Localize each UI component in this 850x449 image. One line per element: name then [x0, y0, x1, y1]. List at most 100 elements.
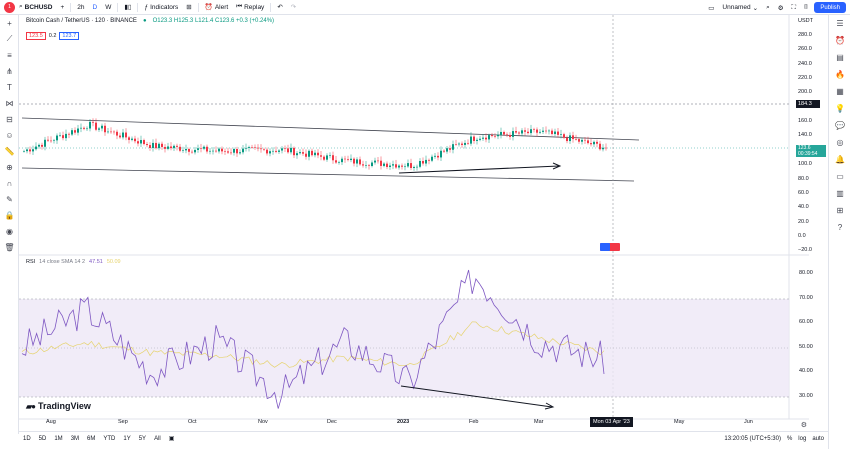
help-icon[interactable]: ?	[837, 223, 843, 232]
ideas-icon[interactable]: 💡	[835, 104, 845, 113]
candle-body	[494, 136, 496, 137]
candle-body	[173, 145, 175, 149]
fullscreen-button[interactable]: ⛶	[788, 0, 801, 15]
candle-body	[554, 131, 556, 135]
divider	[270, 2, 272, 12]
horizontal-lines-icon[interactable]: ≡	[7, 50, 12, 60]
order-panel-icon[interactable]: ▭	[836, 172, 844, 181]
candle-body	[485, 137, 487, 140]
candle-body	[545, 130, 547, 132]
add-symbol-button[interactable]: +	[56, 0, 68, 15]
candle-body	[500, 131, 502, 135]
candle-body	[398, 165, 400, 168]
candle-body	[335, 160, 337, 163]
interval-w-button[interactable]: W	[105, 3, 112, 11]
trash-icon[interactable]: 🗑	[4, 242, 15, 252]
range-5y-button[interactable]: 5Y	[138, 435, 147, 442]
log-toggle[interactable]: log	[798, 436, 807, 442]
redo-button[interactable]: ↷	[287, 0, 300, 15]
clock-label[interactable]: 13:20:05 (UTC+5:30)	[724, 436, 781, 442]
user-avatar[interactable]: 1	[4, 1, 15, 13]
date-range-icon[interactable]: ▣	[168, 436, 175, 442]
alarm-icon: ⏰	[204, 4, 213, 11]
replay-button[interactable]: ⏮ Replay	[232, 0, 268, 15]
candle-body	[152, 142, 154, 148]
candle-body	[215, 150, 217, 152]
streams-icon[interactable]: ◎	[836, 138, 844, 147]
ruler-icon[interactable]: 📏	[4, 146, 15, 156]
candle-body	[32, 149, 34, 152]
chart-settings-icon[interactable]: ⚙	[801, 421, 807, 429]
publish-button[interactable]: Publish	[814, 2, 846, 13]
calendar-icon[interactable]: ▦	[836, 87, 844, 96]
object-tree-icon[interactable]: ⊞	[836, 206, 844, 215]
auto-toggle[interactable]: auto	[812, 436, 824, 442]
range-ytd-button[interactable]: YTD	[103, 435, 116, 442]
range-1y-button[interactable]: 1Y	[123, 435, 131, 442]
range-1d-button[interactable]: 1D	[23, 435, 31, 442]
snapshot-button[interactable]: ⌷	[800, 0, 812, 15]
templates-button[interactable]: ⊞	[182, 0, 195, 15]
pitchfork-icon[interactable]: ⋔	[6, 66, 13, 76]
dom-icon[interactable]: ▥	[836, 189, 844, 198]
candle-body	[368, 165, 370, 167]
trend-line-icon[interactable]: ⟋	[6, 34, 13, 43]
symbol-search-button[interactable]: ⌕ BCHUSD	[15, 0, 56, 15]
layout-button[interactable]: ▭	[704, 0, 718, 15]
range-all-button[interactable]: All	[154, 435, 161, 442]
quick-search-button[interactable]: ⌕	[762, 0, 774, 15]
alert-button[interactable]: ⏰ Alert	[201, 0, 232, 15]
watchlist-icon[interactable]: ☰	[836, 19, 844, 28]
range-6m-button[interactable]: 6M	[87, 435, 96, 442]
candle-body	[155, 142, 157, 149]
notifications-icon[interactable]: 🔔	[835, 155, 845, 164]
lock-icon[interactable]: 🔒	[4, 210, 15, 220]
range-1m-button[interactable]: 1M	[54, 435, 63, 442]
interval-d-button[interactable]: D	[92, 3, 98, 11]
candle-body	[434, 155, 436, 157]
candle-body	[239, 152, 241, 154]
price-tick-label: 280.0	[798, 32, 812, 38]
data-window-icon[interactable]: ▤	[836, 53, 844, 62]
zoom-in-icon[interactable]: ⊕	[6, 162, 13, 172]
alerts-icon[interactable]: ⏰	[835, 36, 845, 45]
channel-lower-line	[21, 167, 635, 182]
candle-body	[320, 155, 322, 157]
percent-toggle[interactable]: %	[786, 436, 793, 442]
chat-icon[interactable]: 💬	[835, 121, 845, 130]
tradingview-logo[interactable]: ▰● TradingView	[26, 401, 91, 411]
undo-icon: ↶	[277, 4, 283, 11]
stay-in-drawing-icon[interactable]: ✎	[6, 194, 13, 204]
pattern-icon[interactable]: ⋈	[5, 98, 14, 108]
emoji-icon[interactable]: ☺	[5, 130, 14, 140]
candle-body	[143, 140, 145, 145]
candles-icon: ▮▯	[124, 4, 132, 11]
currency-label[interactable]: USDT	[798, 18, 813, 24]
chart-type-button[interactable]: ▮▯	[120, 0, 135, 15]
candle-body	[464, 142, 466, 145]
candle-body	[527, 131, 529, 134]
range-3m-button[interactable]: 3M	[70, 435, 80, 442]
rsi-params: 14 close SMA 14 2	[39, 259, 86, 265]
text-icon[interactable]: T	[7, 82, 12, 92]
candle-body	[479, 138, 481, 140]
settings-button[interactable]: ⚙	[774, 0, 788, 15]
hotlists-icon[interactable]: 🔥	[835, 70, 845, 79]
prediction-icon[interactable]: ⊟	[6, 114, 13, 124]
magnet-icon[interactable]: ∩	[6, 178, 13, 188]
indicators-button[interactable]: ƒ Indicators	[140, 0, 182, 15]
range-5d-button[interactable]: 5D	[38, 435, 47, 442]
candle-body	[341, 158, 343, 163]
chart-canvas[interactable]: ⚙	[19, 15, 809, 431]
candle-body	[305, 153, 307, 157]
price-tick-label: 240.0	[798, 60, 812, 67]
interval-2h-button[interactable]: 2h	[77, 3, 85, 11]
candle-body	[77, 128, 79, 133]
crosshair-icon[interactable]: +	[7, 18, 12, 28]
buy-button[interactable]: 123.7	[59, 32, 80, 40]
eye-icon[interactable]: ◉	[6, 226, 13, 236]
layout-name-button[interactable]: Unnamed ⌄	[718, 0, 762, 15]
undo-button[interactable]: ↶	[273, 0, 286, 15]
sell-button[interactable]: 123.5	[26, 32, 46, 40]
candle-body	[401, 165, 403, 167]
